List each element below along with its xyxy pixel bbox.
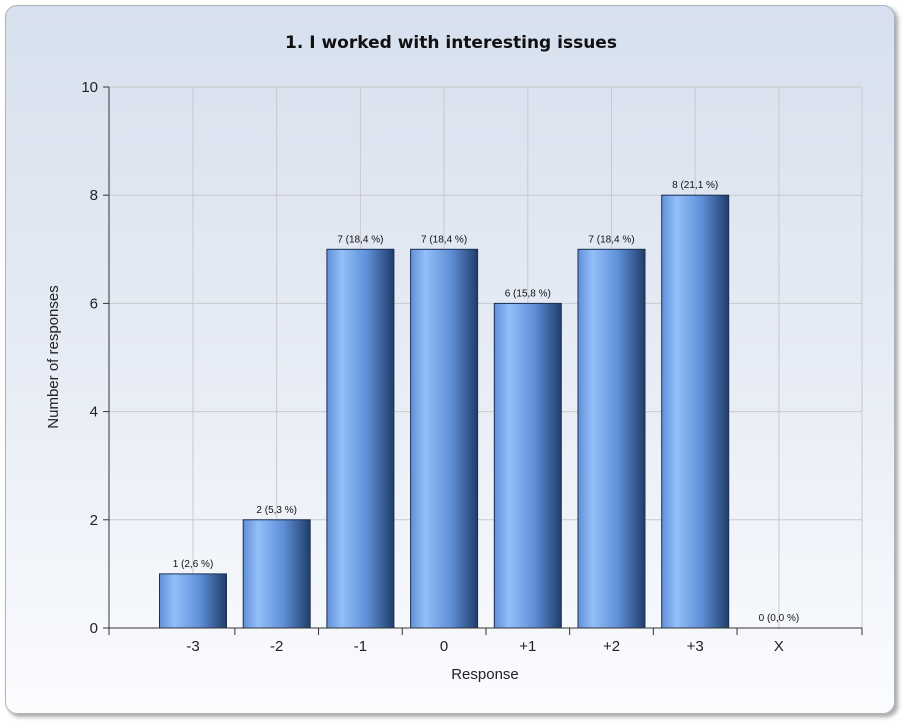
bar bbox=[159, 573, 227, 629]
y-tick-label: 10 bbox=[81, 79, 98, 96]
axes bbox=[103, 86, 863, 635]
bar bbox=[493, 302, 562, 629]
x-tick-label: +3 bbox=[687, 638, 704, 655]
y-tick-label: 4 bbox=[90, 404, 98, 421]
data-label: 1 (2,6 %) bbox=[173, 559, 214, 570]
y-tick-label: 0 bbox=[90, 620, 98, 637]
y-tick-label: 2 bbox=[90, 512, 98, 529]
x-tick-label: 0 bbox=[440, 638, 448, 655]
y-tick-labels: 0 2 4 6 8 10 bbox=[81, 79, 98, 637]
data-labels: 1 (2,6 %) 2 (5,3 %) 7 (18,4 %) 7 (18,4 %) 6 … bbox=[173, 180, 799, 624]
x-axis-label: Response bbox=[451, 666, 519, 683]
bar bbox=[242, 519, 311, 629]
x-tick-label: -1 bbox=[354, 638, 367, 655]
x-tick-label: X bbox=[774, 638, 784, 655]
x-tick-label: -2 bbox=[270, 638, 283, 655]
data-label: 7 (18,4 %) bbox=[588, 234, 634, 245]
bar bbox=[326, 248, 395, 629]
data-label: 7 (18,4 %) bbox=[421, 234, 467, 245]
bar bbox=[577, 248, 646, 629]
x-tick-label: +1 bbox=[519, 638, 536, 655]
x-tick-label: -3 bbox=[186, 638, 199, 655]
y-tick-label: 8 bbox=[90, 187, 98, 204]
data-label: 0 (0,0 %) bbox=[759, 613, 800, 624]
bar bbox=[661, 194, 730, 629]
grid-lines bbox=[109, 86, 863, 628]
bars bbox=[159, 194, 730, 629]
y-axis-label: Number of responses bbox=[45, 285, 62, 428]
chart-title: 1. I worked with interesting issues bbox=[285, 33, 617, 53]
x-tick-labels: -3 -2 -1 0 +1 +2 +3 X bbox=[186, 638, 784, 655]
bar bbox=[410, 248, 479, 629]
data-label: 7 (18,4 %) bbox=[337, 234, 383, 245]
data-label: 8 (21,1 %) bbox=[672, 180, 718, 191]
y-tick-label: 6 bbox=[90, 295, 98, 312]
x-tick-label: +2 bbox=[603, 638, 620, 655]
data-label: 2 (5,3 %) bbox=[256, 505, 297, 516]
data-label: 6 (15,8 %) bbox=[505, 288, 551, 299]
